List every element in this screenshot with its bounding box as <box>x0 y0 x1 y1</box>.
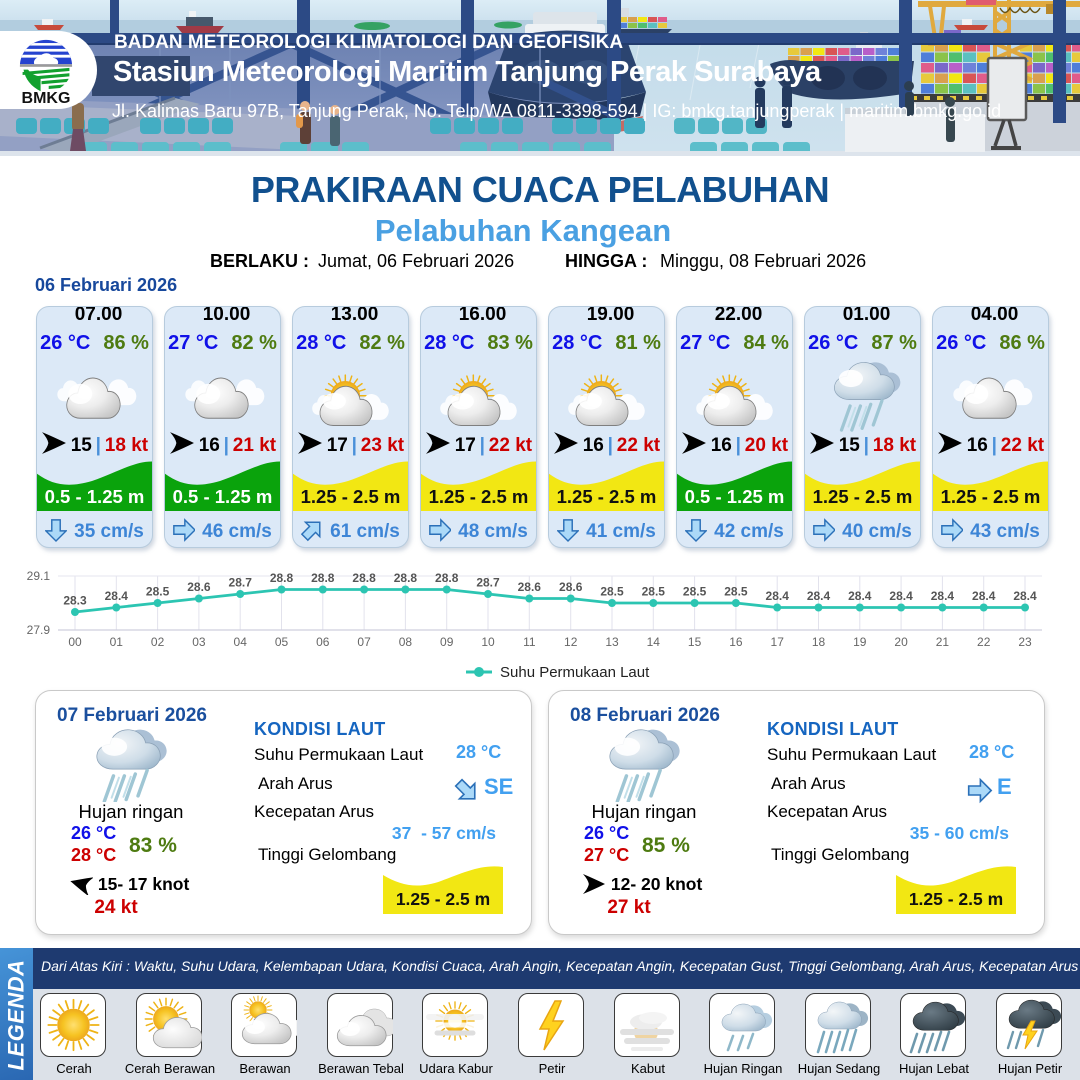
svg-text:07: 07 <box>357 635 371 649</box>
svg-text:28.5: 28.5 <box>683 585 707 599</box>
svg-text:28.4: 28.4 <box>105 589 129 603</box>
svg-text:28.8: 28.8 <box>394 571 418 585</box>
svg-text:28.4: 28.4 <box>972 589 996 603</box>
svg-text:28.5: 28.5 <box>600 585 624 599</box>
svg-text:02: 02 <box>151 635 165 649</box>
svg-text:15: 15 <box>688 635 702 649</box>
svg-text:01: 01 <box>110 635 124 649</box>
svg-text:28.7: 28.7 <box>229 576 253 590</box>
svg-text:28.6: 28.6 <box>187 580 211 594</box>
svg-text:28.3: 28.3 <box>63 594 87 608</box>
svg-text:14: 14 <box>647 635 661 649</box>
svg-text:28.4: 28.4 <box>766 589 790 603</box>
svg-text:03: 03 <box>192 635 206 649</box>
svg-text:12: 12 <box>564 635 578 649</box>
svg-text:04: 04 <box>234 635 248 649</box>
svg-text:17: 17 <box>771 635 785 649</box>
svg-text:05: 05 <box>275 635 289 649</box>
svg-text:28.4: 28.4 <box>1013 589 1037 603</box>
svg-text:28.5: 28.5 <box>642 585 666 599</box>
svg-text:22: 22 <box>977 635 991 649</box>
svg-text:28.8: 28.8 <box>435 571 459 585</box>
svg-text:29.1: 29.1 <box>27 569 51 583</box>
svg-text:11: 11 <box>523 635 536 649</box>
svg-text:13: 13 <box>605 635 619 649</box>
svg-text:28.4: 28.4 <box>889 589 913 603</box>
svg-text:28.4: 28.4 <box>807 589 831 603</box>
svg-text:18: 18 <box>812 635 826 649</box>
svg-text:19: 19 <box>853 635 867 649</box>
svg-text:28.8: 28.8 <box>270 571 294 585</box>
svg-text:28.7: 28.7 <box>476 576 500 590</box>
svg-text:28.5: 28.5 <box>724 585 748 599</box>
svg-text:23: 23 <box>1018 635 1032 649</box>
svg-text:28.5: 28.5 <box>146 585 170 599</box>
svg-text:27.9: 27.9 <box>27 623 51 637</box>
svg-text:20: 20 <box>894 635 908 649</box>
svg-text:08: 08 <box>399 635 413 649</box>
svg-text:09: 09 <box>440 635 454 649</box>
svg-text:06: 06 <box>316 635 330 649</box>
svg-text:28.8: 28.8 <box>352 571 376 585</box>
svg-text:28.4: 28.4 <box>848 589 872 603</box>
svg-text:28.8: 28.8 <box>311 571 335 585</box>
svg-text:28.6: 28.6 <box>559 580 583 594</box>
svg-text:Suhu Permukaan Laut: Suhu Permukaan Laut <box>500 664 650 681</box>
svg-text:28.6: 28.6 <box>518 580 542 594</box>
svg-text:21: 21 <box>936 635 950 649</box>
svg-text:28.4: 28.4 <box>931 589 955 603</box>
svg-text:10: 10 <box>481 635 495 649</box>
svg-text:00: 00 <box>68 635 82 649</box>
svg-text:16: 16 <box>729 635 743 649</box>
